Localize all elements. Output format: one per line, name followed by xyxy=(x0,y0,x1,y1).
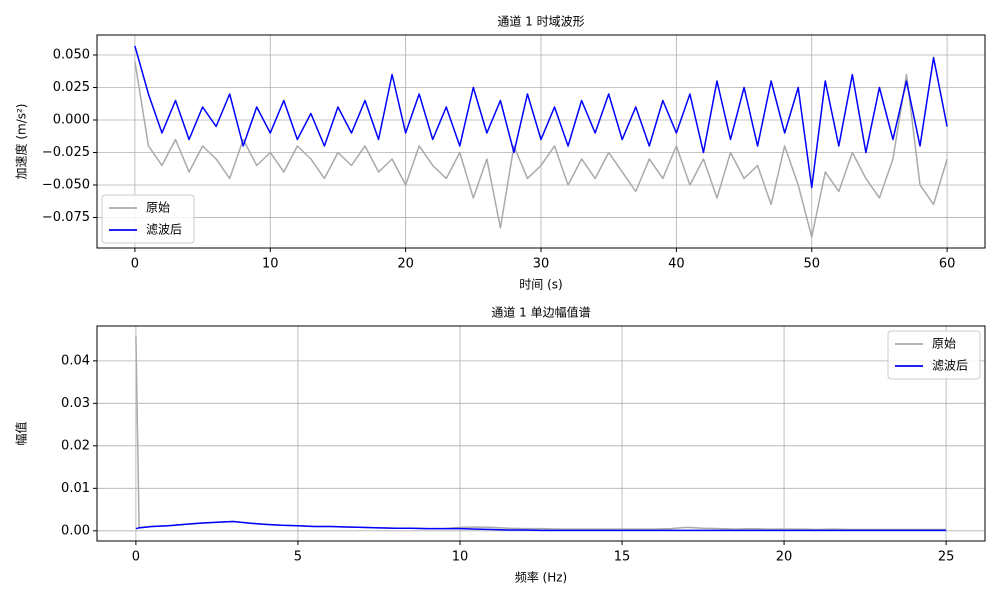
y-tick-label: 0.025 xyxy=(53,80,90,95)
series-line xyxy=(134,61,948,238)
x-tick-label: 60 xyxy=(939,257,956,272)
x-tick-label: 50 xyxy=(803,257,820,272)
y-axis-label: 加速度 (m/s²) xyxy=(14,104,29,180)
x-tick-label: 0 xyxy=(132,550,140,565)
x-axis-label: 频率 (Hz) xyxy=(515,570,568,585)
legend-box xyxy=(887,330,981,380)
x-tick-label: 20 xyxy=(776,550,793,565)
x-tick-label: 25 xyxy=(938,550,955,565)
chart-title: 通道 1 单边幅值谱 xyxy=(491,305,590,320)
y-axis-label: 幅值 xyxy=(14,421,29,445)
x-tick-label: 10 xyxy=(262,257,279,272)
y-tick-label: 0.00 xyxy=(61,523,90,538)
legend-label: 原始 xyxy=(932,337,956,351)
y-tick-label: 0.03 xyxy=(61,396,90,411)
chart-title: 通道 1 时域波形 xyxy=(497,15,584,29)
y-tick-label: 0.04 xyxy=(61,353,90,368)
legend-label: 滤波后 xyxy=(146,223,182,237)
series-line xyxy=(135,335,947,531)
y-tick-label: 0.01 xyxy=(61,481,90,496)
plot-frame xyxy=(96,34,986,249)
x-tick-label: 10 xyxy=(452,550,469,565)
series-line xyxy=(135,520,947,532)
x-tick-label: 40 xyxy=(668,257,685,272)
plot-frame xyxy=(96,325,986,542)
x-tick-label: 15 xyxy=(614,550,631,565)
y-tick-label: 0.050 xyxy=(53,48,90,63)
x-tick-label: 0 xyxy=(131,257,139,272)
legend-box xyxy=(101,194,195,244)
y-tick-label: −0.075 xyxy=(42,210,90,225)
y-tick-label: −0.050 xyxy=(42,177,90,192)
y-tick-label: 0.02 xyxy=(61,438,90,453)
legend-label: 原始 xyxy=(146,201,170,215)
y-tick-label: 0.000 xyxy=(53,112,90,127)
legend-label: 滤波后 xyxy=(932,359,968,373)
y-tick-label: −0.025 xyxy=(42,145,90,160)
x-axis-label: 时间 (s) xyxy=(519,278,562,292)
series-line xyxy=(134,45,948,189)
x-tick-label: 5 xyxy=(294,550,302,565)
x-tick-label: 20 xyxy=(397,257,414,272)
x-tick-label: 30 xyxy=(533,257,550,272)
